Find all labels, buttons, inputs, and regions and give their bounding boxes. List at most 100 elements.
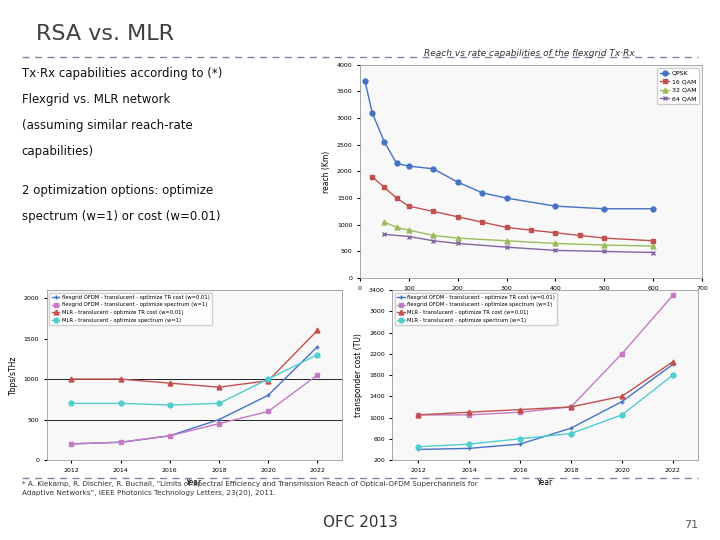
32 QAM	[454, 235, 462, 241]
flexgrid OFDM - translucent - optimize spectrum (w=1)	[669, 292, 678, 299]
flexgrid OFDM - translucent - optimize TR cost (w=0.01)	[413, 446, 422, 453]
MLR - translucent - optimize TR cost (w=0.01)	[166, 380, 174, 387]
flexgrid OFDM - translucent - optimize spectrum (w=1)	[618, 350, 626, 357]
X-axis label: bit-rate (Gbps): bit-rate (Gbps)	[503, 296, 559, 305]
Text: Adaptive Networks”, IEEE Photonics Technology Letters, 23(20), 2011.: Adaptive Networks”, IEEE Photonics Techn…	[22, 490, 275, 496]
MLR - translucent - optimize spectrum (w=1)	[166, 402, 174, 408]
flexgrid OFDM - translucent - optimize TR cost (w=0.01)	[313, 343, 322, 350]
MLR - translucent - optimize TR cost (w=0.01)	[464, 409, 473, 415]
Line: MLR - translucent - optimize TR cost (w=0.01): MLR - translucent - optimize TR cost (w=…	[415, 359, 675, 417]
64 QAM	[454, 240, 462, 247]
flexgrid OFDM - translucent - optimize spectrum (w=1)	[413, 411, 422, 418]
QPSK	[368, 110, 377, 116]
MLR - translucent - optimize spectrum (w=1)	[669, 372, 678, 379]
Line: flexgrid OFDM - translucent - optimize spectrum (w=1): flexgrid OFDM - translucent - optimize s…	[415, 293, 675, 417]
32 QAM	[392, 224, 401, 231]
QPSK	[503, 195, 511, 201]
Text: Tx·Rx capabilities according to (*): Tx·Rx capabilities according to (*)	[22, 68, 222, 80]
MLR - translucent - optimize spectrum (w=1)	[264, 376, 273, 382]
MLR - translucent - optimize TR cost (w=0.01)	[215, 384, 223, 390]
Legend: flexgrid OFDM - translucent - optimize TR cost (w=0.01), flexgrid OFDM - translu: flexgrid OFDM - translucent - optimize T…	[50, 293, 212, 325]
QPSK	[600, 206, 608, 212]
flexgrid OFDM - translucent - optimize spectrum (w=1)	[567, 404, 575, 410]
64 QAM	[551, 247, 559, 254]
MLR - translucent - optimize TR cost (w=0.01)	[413, 411, 422, 418]
MLR - translucent - optimize spectrum (w=1)	[413, 443, 422, 450]
Line: MLR - translucent - optimize spectrum (w=1): MLR - translucent - optimize spectrum (w…	[415, 373, 675, 449]
flexgrid OFDM - translucent - optimize spectrum (w=1)	[313, 372, 322, 379]
flexgrid OFDM - translucent - optimize TR cost (w=0.01)	[67, 441, 76, 447]
flexgrid OFDM - translucent - optimize spectrum (w=1)	[215, 420, 223, 427]
64 QAM	[405, 233, 413, 240]
Legend: QPSK, 16 QAM, 32 QAM, 64 QAM: QPSK, 16 QAM, 32 QAM, 64 QAM	[657, 68, 699, 104]
Text: 71: 71	[684, 520, 698, 530]
32 QAM	[551, 240, 559, 247]
X-axis label: Year: Year	[537, 478, 554, 487]
Line: flexgrid OFDM - translucent - optimize TR cost (w=0.01): flexgrid OFDM - translucent - optimize T…	[415, 362, 675, 452]
QPSK	[405, 163, 413, 170]
Text: capabilities): capabilities)	[22, 145, 94, 158]
16 QAM	[600, 235, 608, 241]
Line: flexgrid OFDM - translucent - optimize spectrum (w=1): flexgrid OFDM - translucent - optimize s…	[69, 373, 320, 447]
64 QAM	[649, 249, 657, 256]
64 QAM	[600, 248, 608, 255]
16 QAM	[380, 184, 389, 191]
MLR - translucent - optimize spectrum (w=1)	[117, 400, 125, 407]
flexgrid OFDM - translucent - optimize spectrum (w=1)	[264, 408, 273, 415]
QPSK	[551, 203, 559, 210]
flexgrid OFDM - translucent - optimize TR cost (w=0.01)	[264, 392, 273, 399]
flexgrid OFDM - translucent - optimize TR cost (w=0.01)	[215, 416, 223, 423]
Line: 32 QAM: 32 QAM	[382, 220, 656, 248]
MLR - translucent - optimize TR cost (w=0.01)	[516, 406, 524, 413]
QPSK	[361, 78, 369, 84]
MLR - translucent - optimize spectrum (w=1)	[215, 400, 223, 407]
flexgrid OFDM - translucent - optimize spectrum (w=1)	[516, 409, 524, 415]
QPSK	[380, 139, 389, 145]
16 QAM	[551, 230, 559, 236]
Text: spectrum (w=1) or cost (w=0.01): spectrum (w=1) or cost (w=0.01)	[22, 210, 220, 223]
QPSK	[429, 166, 438, 172]
MLR - translucent - optimize TR cost (w=0.01)	[313, 327, 322, 334]
flexgrid OFDM - translucent - optimize spectrum (w=1)	[67, 441, 76, 447]
MLR - translucent - optimize spectrum (w=1)	[67, 400, 76, 407]
16 QAM	[429, 208, 438, 215]
Line: MLR - translucent - optimize TR cost (w=0.01): MLR - translucent - optimize TR cost (w=…	[69, 328, 320, 390]
32 QAM	[503, 238, 511, 244]
Y-axis label: reach (Km): reach (Km)	[322, 150, 331, 193]
MLR - translucent - optimize TR cost (w=0.01)	[669, 359, 678, 365]
32 QAM	[600, 242, 608, 248]
MLR - translucent - optimize TR cost (w=0.01)	[618, 393, 626, 400]
32 QAM	[429, 232, 438, 239]
64 QAM	[380, 231, 389, 238]
Text: OFC 2013: OFC 2013	[323, 515, 397, 530]
MLR - translucent - optimize spectrum (w=1)	[567, 430, 575, 437]
MLR - translucent - optimize TR cost (w=0.01)	[567, 404, 575, 410]
Text: Reach vs rate capabilities of the flexgrid Tx·Rx: Reach vs rate capabilities of the flexgr…	[424, 49, 634, 58]
16 QAM	[649, 238, 657, 244]
flexgrid OFDM - translucent - optimize TR cost (w=0.01)	[464, 445, 473, 451]
16 QAM	[368, 173, 377, 180]
flexgrid OFDM - translucent - optimize TR cost (w=0.01)	[516, 441, 524, 447]
16 QAM	[478, 219, 487, 225]
flexgrid OFDM - translucent - optimize TR cost (w=0.01)	[669, 361, 678, 368]
MLR - translucent - optimize spectrum (w=1)	[618, 411, 626, 418]
flexgrid OFDM - translucent - optimize spectrum (w=1)	[166, 433, 174, 439]
MLR - translucent - optimize spectrum (w=1)	[464, 441, 473, 447]
16 QAM	[392, 195, 401, 201]
MLR - translucent - optimize TR cost (w=0.01)	[264, 377, 273, 384]
16 QAM	[575, 232, 584, 239]
MLR - translucent - optimize spectrum (w=1)	[516, 436, 524, 442]
Line: 16 QAM: 16 QAM	[370, 174, 656, 243]
Line: 64 QAM: 64 QAM	[382, 232, 656, 255]
Text: * A. Klekamp, R. Dischler, R. Buchali, “Limits of Spectral Efficiency and Transm: * A. Klekamp, R. Dischler, R. Buchali, “…	[22, 481, 477, 487]
flexgrid OFDM - translucent - optimize spectrum (w=1)	[464, 411, 473, 418]
64 QAM	[503, 244, 511, 251]
16 QAM	[527, 227, 536, 233]
Text: Flexgrid vs. MLR network: Flexgrid vs. MLR network	[22, 93, 170, 106]
MLR - translucent - optimize TR cost (w=0.01)	[67, 376, 76, 382]
Line: flexgrid OFDM - translucent - optimize TR cost (w=0.01): flexgrid OFDM - translucent - optimize T…	[69, 344, 320, 447]
QPSK	[454, 179, 462, 185]
QPSK	[649, 206, 657, 212]
64 QAM	[429, 238, 438, 244]
Line: QPSK: QPSK	[362, 78, 656, 211]
